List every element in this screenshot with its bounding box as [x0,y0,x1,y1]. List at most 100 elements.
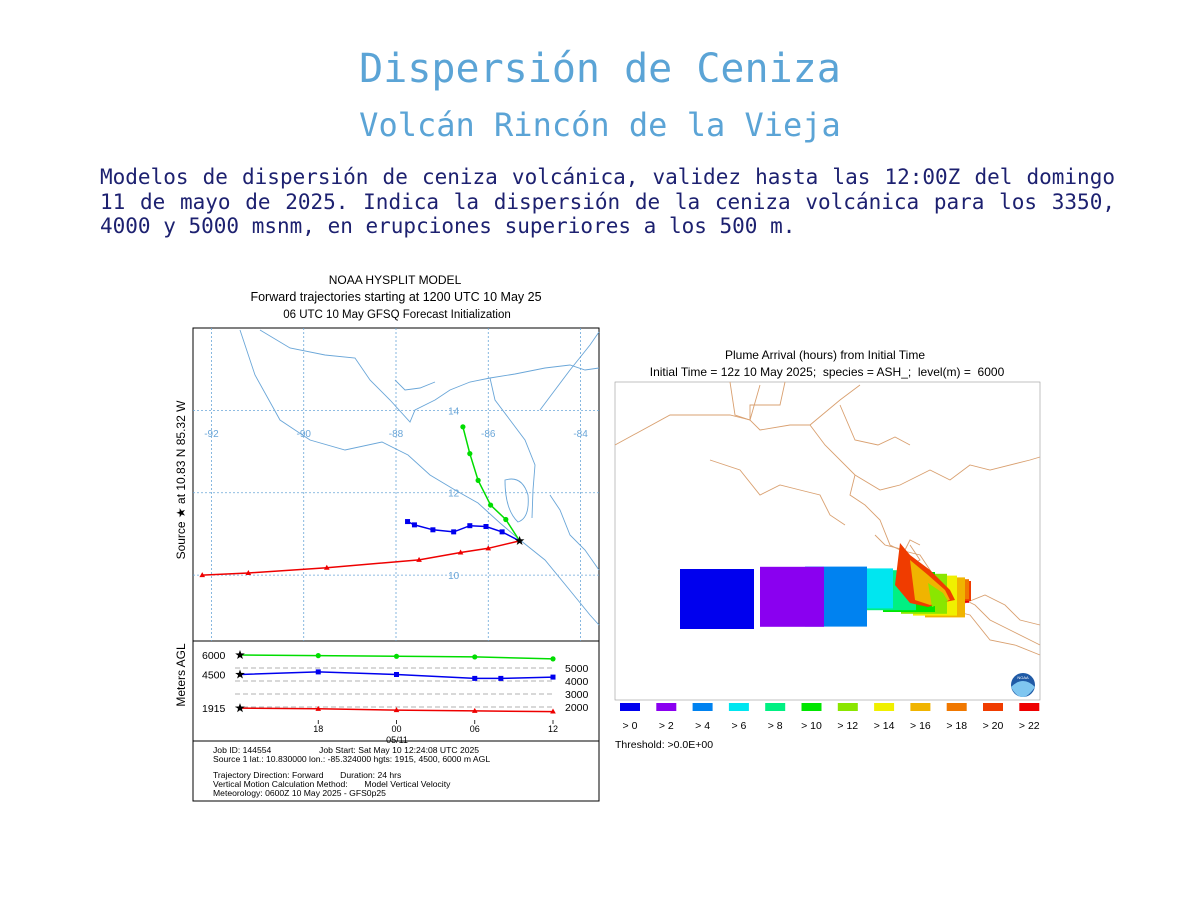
trajectory-point-4500 [451,529,457,535]
trajectory-point-6000 [467,451,473,457]
lat-tick-label: 14 [448,406,460,417]
trajectory-point-1915 [485,545,492,551]
legend-label: > 6 [731,720,746,732]
trajectory-point-4500 [405,519,411,525]
height-x-label: 18 [313,724,323,734]
legend-swatch [692,703,713,711]
height-line-4500 [239,671,554,680]
legend-swatch [983,703,1003,711]
trajectory-point-1915 [416,556,422,562]
legend-swatch [910,703,931,711]
height-ref-label: 2000 [565,702,589,714]
height-point-6000 [393,653,400,659]
height-x-label: 00 [391,724,401,734]
info-line-3: Trajectory Direction: Forward Duration: … [213,770,401,780]
legend-swatch [874,703,895,711]
trajectory-point-6000 [460,424,466,430]
traj-lon-labels: -92 -90 -88 -86 -84 [204,429,588,440]
height-point-1915 [315,705,322,711]
plume-figure: Plume Arrival (hours) from Initial Time … [610,345,1050,755]
plume-subtitle: Initial Time = 12z 10 May 2025; species … [650,365,1005,379]
height-start-label: 1915 [202,703,226,715]
lat-tick-label: 10 [448,571,460,582]
legend-swatch [946,703,967,711]
trajectory-point-4500 [483,524,489,530]
legend-swatch [656,703,677,711]
legend-label: > 16 [910,720,931,732]
trajectory-point-1915 [199,572,206,578]
height-date-label: 05/11 [386,735,408,745]
height-start-star [235,650,245,659]
legend-label: > 22 [1019,720,1040,732]
trajectory-point-1915 [457,549,464,555]
height-point-1915 [550,708,556,714]
source-star [514,535,525,545]
trajectory-point-1915 [245,570,252,576]
traj-map-coastline [239,329,600,626]
lon-tick-label: -88 [389,429,404,440]
info-line-1: Job ID: 144554 Job Start: Sat May 10 12:… [213,745,479,755]
legend-label: > 14 [874,720,895,732]
height-point-4500 [394,672,399,677]
trajectory-point-1915 [323,564,330,570]
lat-tick-label: 12 [448,489,460,500]
height-point-4500 [315,669,321,675]
plume-legend: > 0 > 2 > 4 > 6 > 8 > 10 > 12 > 14 > 16 > 18 > 20 >… [620,703,1040,732]
trajectory-chart: NOAA HYSPLIT MODEL Forward trajectories … [174,273,600,802]
height-point-4500 [498,675,504,681]
noaa-logo: NOAA [1011,673,1035,697]
lon-tick-label: -84 [573,429,588,440]
plume-title: Plume Arrival (hours) from Initial Time [725,348,925,362]
legend-label: > 8 [768,720,783,732]
plume-band [760,566,824,627]
trajectory-point-6000 [475,477,481,483]
trajectory-point-6000 [487,502,494,508]
height-x-label: 06 [470,724,480,734]
plume-threshold: Threshold: >0.0E+00 [615,739,713,751]
lon-tick-label: -90 [297,429,312,440]
height-point-6000 [472,654,478,660]
svg-text:NOAA: NOAA [1017,675,1029,680]
trajectory-figure: NOAA HYSPLIT MODEL Forward trajectories … [160,270,610,805]
plume-heatmap [680,543,971,629]
traj-ylabel: Source ★ at 10.83 N 85.32 W [174,400,188,560]
legend-label: > 0 [623,720,638,732]
height-x-label: 12 [548,724,558,734]
legend-swatch [801,703,822,711]
height-point-4500 [550,674,556,680]
info-line-5: Meteorology: 0600Z 10 May 2025 - GFS0p25 [213,788,386,798]
trajectory-line-6000 [462,426,521,542]
legend-swatch [620,703,640,711]
traj-subtitle-1: Forward trajectories starting at 1200 UT… [250,290,541,304]
legend-label: > 4 [695,720,710,732]
height-start-star [235,669,245,679]
height-start-label: 4500 [202,670,226,682]
height-x-labels: 18 00 06 12 [313,720,558,734]
plume-band [928,583,948,607]
legend-swatch [728,703,749,711]
legend-label: > 20 [983,720,1004,732]
height-start-label: 6000 [202,650,226,662]
trajectory-line-4500 [407,520,520,542]
height-ylabel: Meters AGL [174,643,188,707]
height-start-labels: 6000 4500 1915 [202,650,226,715]
info-line-2: Source 1 lat.: 10.830000 lon.: -85.32400… [213,754,490,764]
legend-swatch [1019,703,1040,711]
info-line-4: Vertical Motion Calculation Method: Mode… [213,779,451,789]
height-point-6000 [550,656,556,662]
plume-band [680,569,754,629]
trajectory-point-6000 [503,516,509,523]
height-start-star [235,703,245,713]
height-series [235,650,556,714]
trajectory-point-4500 [430,527,436,533]
height-ref-label: 5000 [565,663,589,675]
traj-grid [193,328,599,641]
height-ref-label: 3000 [565,689,589,701]
legend-label: > 12 [837,720,858,732]
trajectory-point-4500 [467,523,473,529]
page-title: Dispersión de Ceniza [359,46,841,92]
height-ref-label: 4000 [565,676,589,688]
trajectory-point-4500 [499,529,505,535]
traj-lat-labels: 14 12 10 [448,406,460,582]
